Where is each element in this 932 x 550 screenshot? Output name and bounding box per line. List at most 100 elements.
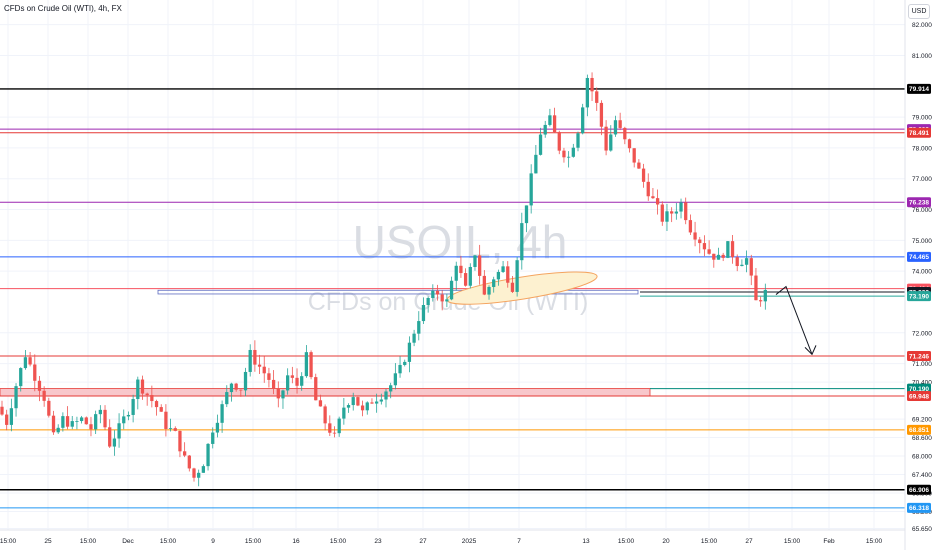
candle-body — [23, 357, 28, 369]
price-tick-label: 65.650 — [912, 526, 932, 533]
candle-body — [744, 258, 749, 265]
candle-body — [65, 416, 70, 427]
time-tick-label: 15:00 — [784, 538, 801, 545]
candle-body — [585, 77, 590, 108]
candle-body — [304, 352, 309, 377]
candle-body — [562, 150, 566, 158]
candle-body — [318, 400, 323, 407]
candle-body — [581, 107, 585, 134]
candle-body — [192, 468, 196, 478]
candle-body — [9, 408, 14, 425]
time-tick-label: 15:00 — [0, 538, 17, 545]
candle-body — [674, 211, 678, 214]
price-tick-label: 77.000 — [912, 176, 932, 183]
range-box — [157, 289, 639, 295]
candle-body — [225, 392, 229, 405]
horizontal-levels[interactable] — [0, 88, 905, 509]
candle-body — [604, 126, 608, 151]
candle-body — [145, 393, 149, 396]
candle-body — [42, 390, 46, 401]
candle-body — [679, 202, 683, 212]
time-tick-label: 15:00 — [866, 538, 883, 545]
candle-body — [79, 417, 84, 422]
candle-body — [323, 406, 327, 424]
candle-body — [126, 414, 131, 417]
price-tick-label: 68.000 — [912, 454, 932, 461]
candle-body — [197, 472, 201, 478]
candle-body — [749, 258, 753, 276]
candle-body — [342, 407, 346, 419]
candle-body — [576, 133, 580, 148]
candle-body — [281, 390, 285, 399]
price-tick-label: 67.400 — [912, 472, 932, 479]
time-tick-label: Dec — [122, 538, 134, 545]
candle-body — [234, 383, 238, 390]
currency-badge[interactable]: USD — [908, 4, 930, 19]
level-label: 66.906 — [909, 487, 929, 494]
candle-body — [454, 265, 458, 281]
candle-body — [117, 423, 121, 439]
candle-body — [28, 357, 32, 365]
candle-body — [286, 375, 290, 391]
time-tick-label: 20 — [662, 538, 670, 545]
candle-body — [206, 443, 210, 467]
candle-body — [492, 279, 496, 287]
time-axis[interactable]: 15:00 25 15:00 Dec 15:00 9 15:00 16 15:00 23 27 202… — [0, 529, 905, 545]
price-tick-label: 71.000 — [912, 361, 932, 368]
candle-body — [276, 388, 280, 399]
candle-body — [660, 204, 664, 222]
candle-body — [417, 321, 421, 334]
candle-body — [159, 407, 163, 412]
candle-body — [295, 377, 299, 386]
level-label: 78.491 — [909, 130, 929, 137]
candle-body — [496, 271, 501, 280]
candle-body — [300, 376, 304, 386]
candle-body — [510, 282, 515, 292]
grid-lines — [0, 0, 905, 530]
candle-body — [370, 402, 374, 404]
candle-body — [112, 438, 117, 447]
candle-body — [70, 421, 74, 427]
price-tick-label: 82.000 — [912, 22, 932, 29]
candle-body — [351, 397, 355, 406]
candle-body — [243, 371, 248, 391]
candle-body — [374, 401, 379, 404]
candle-body — [33, 364, 37, 381]
candle-body — [740, 264, 744, 267]
candle-body — [459, 265, 463, 274]
time-tick-label: 23 — [374, 538, 382, 545]
candle-body — [239, 389, 243, 391]
candle-body — [538, 134, 543, 155]
level-label-bg — [907, 251, 931, 262]
candle-body — [506, 266, 510, 283]
candle-body — [609, 134, 613, 151]
candle-body — [735, 257, 739, 267]
chart-title: CFDs on Crude Oil (WTI), 4h, FX — [4, 4, 122, 13]
candle-body — [187, 455, 191, 469]
candle-body — [623, 127, 627, 140]
candle-body — [356, 397, 360, 406]
annotations[interactable] — [445, 265, 817, 356]
price-tick-label: 75.000 — [912, 238, 932, 245]
price-tick-label: 74.000 — [912, 269, 932, 276]
time-tick-label: 16 — [292, 538, 300, 545]
candle-body — [440, 294, 444, 302]
candle-body — [94, 414, 98, 430]
candle-body — [150, 395, 154, 402]
candle-body — [14, 386, 18, 409]
candle-body — [215, 422, 220, 433]
candle-body — [599, 102, 604, 127]
candle-body — [421, 305, 426, 322]
price-axis[interactable]: 82.000 81.000 79.000 78.000 77.000 76.000 75.0… — [904, 0, 932, 550]
candle-body — [613, 120, 618, 135]
candle-body — [641, 168, 646, 182]
candle-body — [173, 428, 177, 431]
candle-body — [257, 364, 262, 367]
price-tick-label: 72.000 — [912, 330, 932, 337]
time-tick-label: 25 — [44, 538, 52, 545]
candle-body — [178, 430, 182, 452]
level-label-bg — [907, 351, 931, 362]
candle-body — [47, 400, 51, 416]
candle-body — [403, 361, 407, 365]
